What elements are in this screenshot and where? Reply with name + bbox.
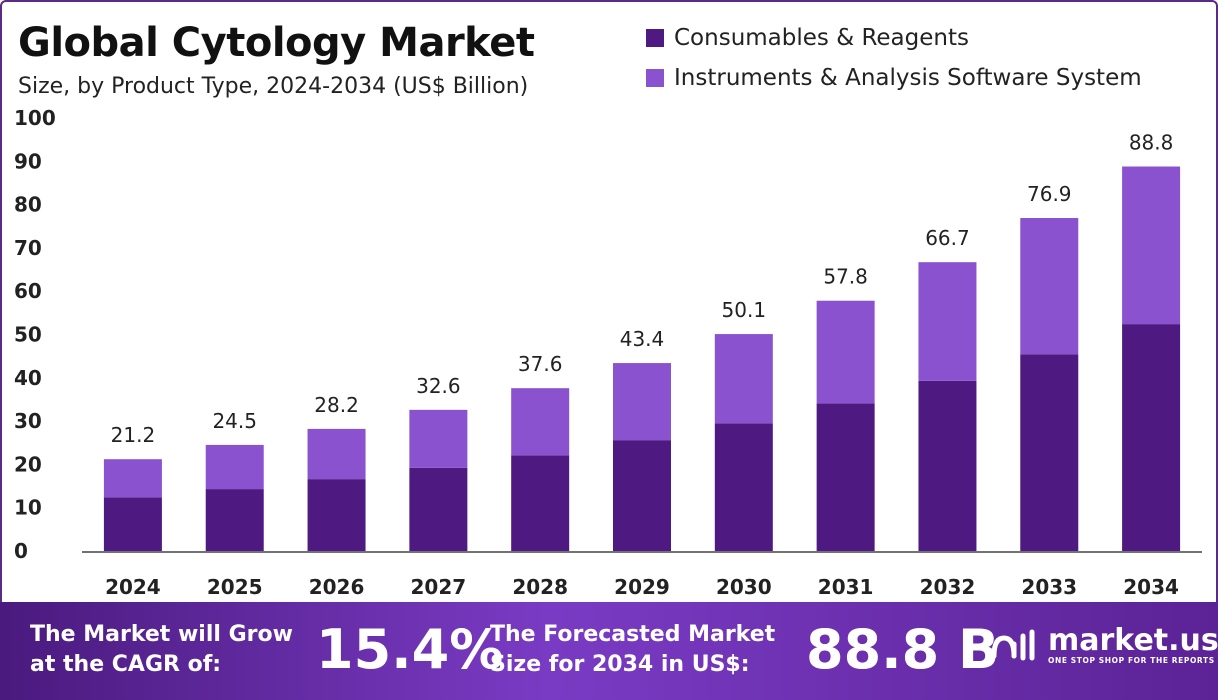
y-tick-label: 0 [14, 539, 28, 563]
bar-instruments-2026 [307, 428, 366, 480]
legend-label-consumables: Consumables & Reagents [674, 25, 969, 51]
x-tick-label: 2027 [411, 575, 467, 599]
x-tick-label: 2026 [309, 575, 365, 599]
bar-consumables-2025 [205, 489, 264, 551]
brand-logo-icon [991, 629, 1035, 661]
bar-total-label: 50.1 [722, 298, 767, 322]
brand-tagline: ONE STOP SHOP FOR THE REPORTS [1048, 656, 1215, 665]
y-tick-label: 80 [14, 193, 42, 217]
y-tick-label: 30 [14, 409, 42, 433]
x-tick-label: 2033 [1021, 575, 1077, 599]
bar-consumables-2034 [1122, 324, 1181, 551]
bar-instruments-2031 [816, 300, 875, 404]
bar-consumables-2024 [103, 497, 162, 551]
chart-title: Global Cytology Market [18, 20, 535, 66]
bar-total-label: 28.2 [314, 393, 359, 417]
bar-total-label: 21.2 [111, 423, 156, 447]
x-tick-label: 2032 [920, 575, 976, 599]
x-tick-label: 2025 [207, 575, 263, 599]
y-tick-label: 20 [14, 452, 42, 476]
legend-item-consumables: Consumables & Reagents [646, 18, 1142, 58]
brand-name: market.us [1048, 623, 1218, 658]
legend-label-instruments: Instruments & Analysis Software System [674, 65, 1142, 91]
bar-instruments-2030 [714, 334, 773, 424]
y-tick-label: 70 [14, 236, 42, 260]
bar-consumables-2033 [1020, 354, 1079, 551]
bar-total-label: 76.9 [1027, 182, 1072, 206]
bar-instruments-2024 [103, 459, 162, 498]
bar-instruments-2028 [511, 388, 570, 456]
x-tick-label: 2028 [512, 575, 568, 599]
cagr-value: 15.4% [316, 618, 504, 681]
bar-consumables-2032 [918, 380, 977, 551]
bar-total-label: 57.8 [823, 265, 868, 289]
legend-swatch-instruments [646, 69, 664, 87]
y-tick-label: 60 [14, 279, 42, 303]
bar-chart: 010203040506070809010021.2202424.5202528… [14, 106, 1202, 599]
forecast-label: The Forecasted Market Size for 2034 in U… [490, 622, 776, 677]
y-tick-label: 10 [14, 496, 42, 520]
bar-total-label: 24.5 [212, 409, 257, 433]
brand-logo: market.us ONE STOP SHOP FOR THE REPORTS [990, 626, 1218, 666]
y-tick-label: 100 [14, 106, 56, 130]
x-tick-label: 2034 [1123, 575, 1179, 599]
chart-subtitle: Size, by Product Type, 2024-2034 (US$ Bi… [18, 74, 529, 99]
x-tick-label: 2024 [105, 575, 161, 599]
bar-consumables-2026 [307, 479, 366, 551]
x-tick-label: 2030 [716, 575, 772, 599]
bar-instruments-2032 [918, 262, 977, 381]
bar-consumables-2031 [816, 403, 875, 551]
footer-banner: The Market will Grow at the CAGR of: 15.… [0, 602, 1218, 700]
y-tick-label: 50 [14, 323, 42, 347]
bar-instruments-2025 [205, 444, 264, 490]
legend-item-instruments: Instruments & Analysis Software System [646, 58, 1142, 98]
y-tick-label: 90 [14, 149, 42, 173]
cagr-label: The Market will Grow at the CAGR of: [30, 622, 293, 677]
y-tick-label: 40 [14, 366, 42, 390]
forecast-value: 88.8 B [806, 618, 1000, 681]
bar-total-label: 88.8 [1129, 130, 1174, 154]
bar-instruments-2033 [1020, 218, 1079, 355]
bar-consumables-2028 [511, 455, 570, 551]
legend-swatch-consumables [646, 29, 664, 47]
legend: Consumables & Reagents Instruments & Ana… [646, 18, 1142, 98]
bar-instruments-2029 [613, 363, 671, 441]
bar-total-label: 43.4 [620, 327, 665, 351]
bar-consumables-2027 [409, 467, 468, 551]
bar-consumables-2029 [613, 440, 671, 551]
x-tick-label: 2031 [818, 575, 874, 599]
bar-instruments-2034 [1122, 166, 1181, 325]
bar-instruments-2027 [409, 409, 468, 468]
bar-consumables-2030 [714, 423, 773, 551]
bar-total-label: 32.6 [416, 374, 461, 398]
bar-total-label: 66.7 [925, 226, 970, 250]
x-tick-label: 2029 [614, 575, 670, 599]
bar-total-label: 37.6 [518, 352, 563, 376]
